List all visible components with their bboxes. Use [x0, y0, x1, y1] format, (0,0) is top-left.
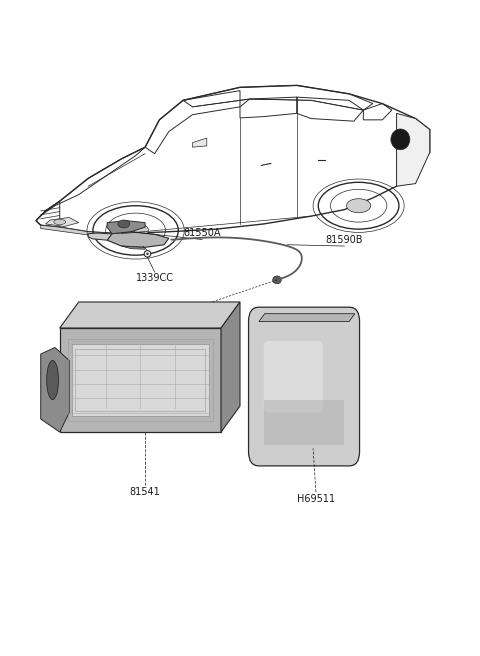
Text: 1339CC: 1339CC — [135, 274, 174, 283]
Polygon shape — [264, 400, 344, 445]
Polygon shape — [72, 344, 209, 416]
Polygon shape — [396, 113, 430, 186]
Polygon shape — [259, 314, 355, 321]
FancyBboxPatch shape — [264, 341, 323, 413]
Polygon shape — [41, 348, 69, 432]
Text: 81541: 81541 — [130, 487, 160, 497]
FancyBboxPatch shape — [249, 307, 360, 466]
Ellipse shape — [118, 220, 130, 228]
Polygon shape — [107, 220, 145, 234]
Ellipse shape — [54, 219, 66, 224]
Ellipse shape — [123, 223, 148, 238]
Text: 81550A: 81550A — [183, 228, 221, 238]
Ellipse shape — [146, 253, 149, 255]
Polygon shape — [60, 302, 240, 328]
Ellipse shape — [347, 199, 371, 213]
Text: H69511: H69511 — [297, 494, 335, 504]
Ellipse shape — [391, 129, 410, 150]
Text: 81590B: 81590B — [325, 235, 363, 245]
Ellipse shape — [273, 276, 281, 284]
Ellipse shape — [47, 361, 59, 400]
Polygon shape — [221, 302, 240, 432]
Polygon shape — [107, 232, 169, 247]
Ellipse shape — [144, 251, 151, 257]
Polygon shape — [41, 225, 121, 237]
Polygon shape — [88, 233, 112, 240]
Polygon shape — [46, 217, 79, 226]
Polygon shape — [60, 328, 221, 432]
Polygon shape — [192, 138, 207, 147]
Polygon shape — [121, 246, 145, 249]
